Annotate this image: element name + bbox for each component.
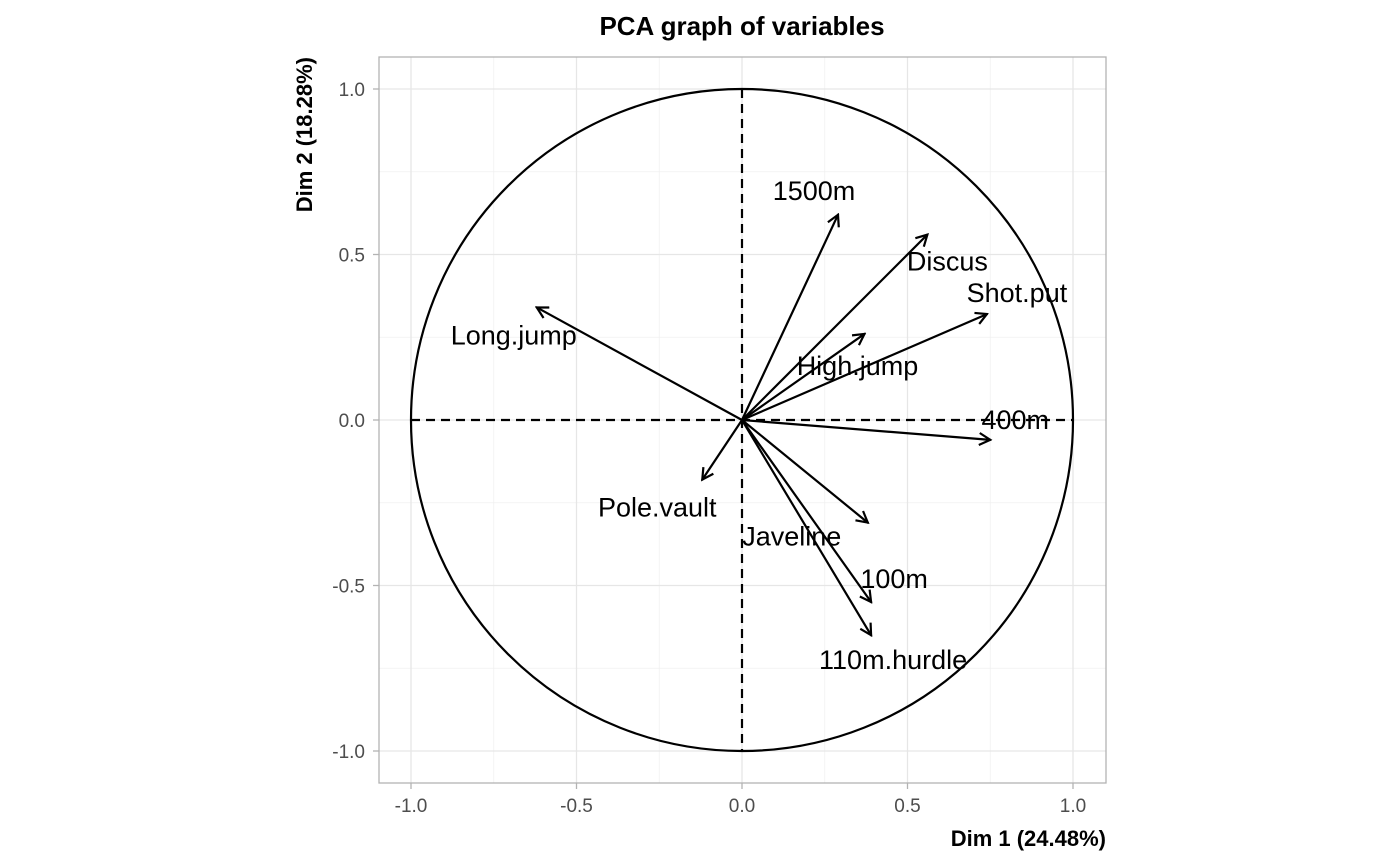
x-axis-title: Dim 1 (24.48%) bbox=[951, 826, 1106, 851]
chart-title: PCA graph of variables bbox=[599, 11, 884, 41]
y-tick-label-0: -1.0 bbox=[332, 742, 365, 763]
arrow-long-jump bbox=[537, 307, 744, 422]
arrow-1500m bbox=[740, 215, 838, 422]
label-discus: Discus bbox=[907, 247, 988, 277]
correlation-circle bbox=[409, 87, 1075, 753]
arrow-discus bbox=[740, 235, 927, 422]
x-tick-label-4: 1.0 bbox=[1060, 796, 1086, 817]
x-tick-label-3: 0.5 bbox=[894, 796, 920, 817]
y-tick-label-4: 1.0 bbox=[339, 80, 365, 101]
arrow-110m-hurdle bbox=[740, 418, 871, 635]
label-110m-hurdle: 110m.hurdle bbox=[819, 645, 967, 675]
label-100m: 100m bbox=[860, 564, 928, 594]
label-javeline: Javeline bbox=[742, 522, 841, 552]
y-axis-ticks: -1.0 -0.5 0.0 0.5 1.0 bbox=[332, 80, 379, 763]
arrow-shot-put bbox=[740, 314, 987, 422]
label-400m: 400m bbox=[981, 405, 1049, 435]
unit-circle-layer bbox=[409, 87, 1075, 753]
label-high-jump: High.jump bbox=[797, 351, 919, 381]
variable-arrows bbox=[537, 215, 990, 635]
label-1500m: 1500m bbox=[773, 176, 856, 206]
y-tick-label-1: -0.5 bbox=[332, 577, 365, 598]
x-tick-label-0: -1.0 bbox=[395, 796, 428, 817]
label-pole-vault: Pole.vault bbox=[598, 493, 717, 523]
y-axis-title: Dim 2 (18.28%) bbox=[292, 57, 317, 212]
label-long-jump: Long.jump bbox=[451, 320, 577, 350]
y-tick-label-3: 0.5 bbox=[339, 246, 365, 267]
arrow-100m bbox=[740, 418, 871, 602]
arrow-400m bbox=[740, 418, 990, 440]
x-tick-label-2: 0.0 bbox=[729, 796, 755, 817]
x-axis-ticks: -1.0 -0.5 0.0 0.5 1.0 bbox=[395, 783, 1086, 817]
label-shot-put: Shot.put bbox=[967, 278, 1068, 308]
arrow-javeline bbox=[740, 418, 868, 523]
y-tick-label-2: 0.0 bbox=[339, 411, 365, 432]
arrow-high-jump bbox=[740, 334, 864, 422]
arrow-pole-vault bbox=[702, 418, 744, 480]
x-tick-label-1: -0.5 bbox=[560, 796, 593, 817]
